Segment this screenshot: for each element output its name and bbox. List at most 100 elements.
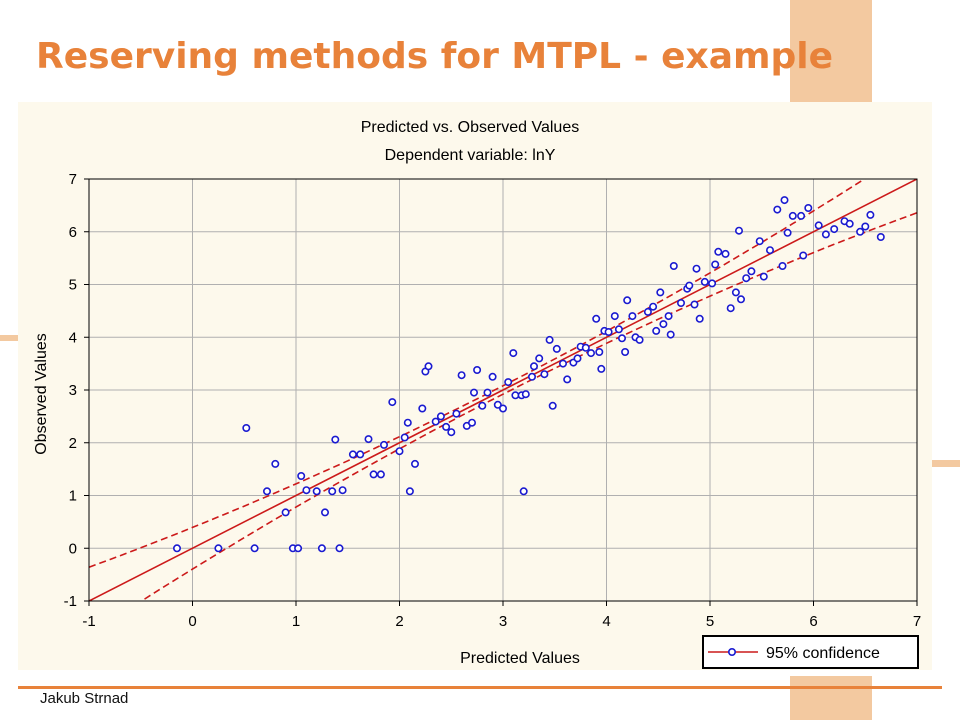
data-point: [405, 487, 414, 496]
data-point: [488, 372, 497, 381]
x-tick-label: 4: [602, 613, 610, 630]
data-point: [294, 544, 303, 553]
data-point: [548, 401, 557, 410]
data-point: [540, 370, 549, 379]
data-point: [692, 264, 701, 273]
data-point: [521, 390, 530, 399]
data-point: [573, 354, 582, 363]
data-point: [558, 359, 567, 368]
data-point: [338, 486, 347, 495]
y-tick-label: 0: [69, 540, 77, 557]
data-point: [726, 304, 735, 313]
author-name: Jakub Strnad: [40, 690, 129, 707]
data-point: [721, 249, 730, 258]
data-point: [418, 404, 427, 413]
data-point: [388, 398, 397, 407]
y-axis-label: Observed Values: [33, 333, 50, 455]
x-axis-label: Predicted Values: [460, 650, 580, 667]
data-point: [597, 364, 606, 373]
slide-title: Reserving methods for MTPL - example: [36, 36, 834, 77]
footer-line: [18, 686, 942, 689]
data-point: [214, 544, 223, 553]
data-point: [529, 362, 538, 371]
data-point: [447, 428, 456, 437]
y-tick-label: 4: [69, 329, 77, 346]
data-point: [552, 344, 561, 353]
x-tick-label: 7: [913, 613, 921, 630]
data-point: [736, 295, 745, 304]
data-point: [302, 486, 311, 495]
legend: 95% confidence: [702, 635, 919, 669]
decor-bar-bottom: [790, 676, 872, 720]
data-point: [436, 412, 445, 421]
data-point: [804, 204, 813, 213]
data-point: [424, 362, 433, 371]
data-point: [778, 262, 787, 271]
data-point: [821, 230, 830, 239]
decor-dash-left: [0, 335, 18, 341]
data-point: [271, 459, 280, 468]
data-point: [400, 433, 409, 442]
data-point: [379, 440, 388, 449]
data-point: [669, 262, 678, 271]
data-point: [356, 450, 365, 459]
data-point: [799, 251, 808, 260]
data-point: [876, 233, 885, 242]
legend-label: 95% confidence: [766, 645, 880, 662]
y-tick-label: 6: [69, 224, 77, 241]
data-point: [376, 470, 385, 479]
data-point: [755, 237, 764, 246]
data-point: [610, 312, 619, 321]
data-point: [659, 320, 668, 329]
data-point: [364, 435, 373, 444]
data-point: [493, 400, 502, 409]
data-point: [747, 267, 756, 276]
data-point: [690, 300, 699, 309]
data-point: [814, 221, 823, 230]
data-point: [700, 277, 709, 286]
data-point: [592, 314, 601, 323]
data-point: [635, 335, 644, 344]
data-point: [297, 471, 306, 480]
fit-line: [89, 179, 917, 601]
decor-dash-right: [932, 460, 960, 467]
y-tick-label: 1: [69, 488, 77, 505]
x-tick-label: -1: [82, 613, 95, 630]
data-point: [845, 219, 854, 228]
data-point: [652, 326, 661, 335]
data-point: [666, 330, 675, 339]
data-point: [250, 544, 259, 553]
regression-line: [89, 179, 917, 601]
data-point: [527, 372, 536, 381]
data-point: [335, 544, 344, 553]
data-point: [519, 487, 528, 496]
data-point: [586, 349, 595, 358]
data-point: [281, 508, 290, 517]
chart-panel: Predicted vs. Observed Values Dependent …: [18, 102, 932, 670]
data-point: [759, 272, 768, 281]
confidence-upper: [89, 179, 867, 568]
legend-marker-swatch: [727, 647, 736, 656]
axis-ticks: -1 0 1 2 3 4 5 6 7 -1 0 1 2 3 4 5 6 7: [64, 171, 922, 630]
data-point: [617, 334, 626, 343]
data-point: [711, 260, 720, 269]
data-points: [173, 196, 885, 553]
data-point: [695, 314, 704, 323]
data-point: [498, 404, 507, 413]
data-point: [649, 302, 658, 311]
data-point: [509, 349, 518, 358]
data-point: [369, 470, 378, 479]
chart-subtitle: Dependent variable: lnY: [385, 147, 556, 164]
data-point: [643, 307, 652, 316]
x-tick-label: 5: [706, 613, 714, 630]
data-point: [504, 378, 513, 387]
y-tick-label: 3: [69, 382, 77, 399]
data-point: [866, 210, 875, 219]
data-point: [788, 211, 797, 220]
data-point: [478, 401, 487, 410]
x-tick-label: 1: [292, 613, 300, 630]
data-point: [734, 226, 743, 235]
data-point: [614, 325, 623, 334]
data-point: [708, 279, 717, 288]
data-point: [628, 312, 637, 321]
